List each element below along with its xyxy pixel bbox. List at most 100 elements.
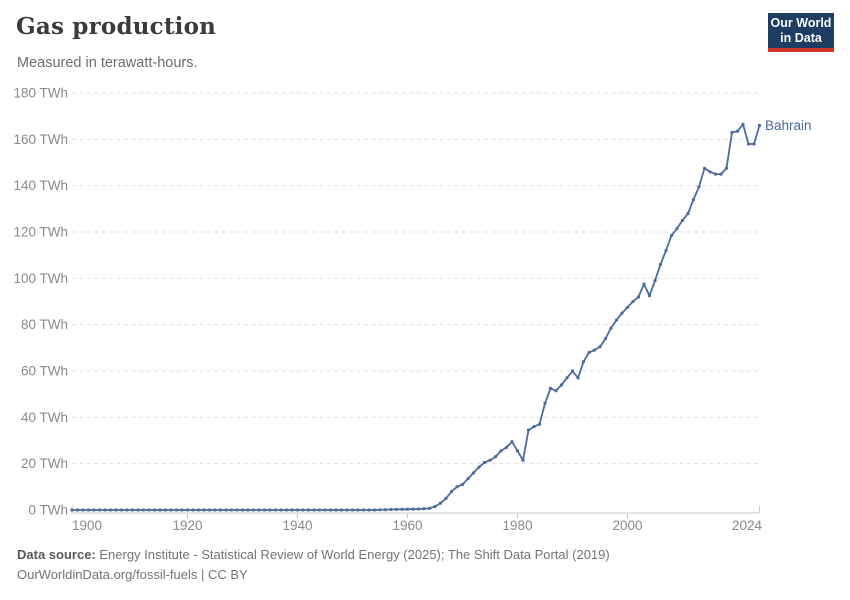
data-point-marker <box>147 508 151 512</box>
data-point-marker <box>301 508 305 512</box>
data-point-marker <box>680 218 685 222</box>
y-tick-label: 120 TWh <box>13 225 68 240</box>
data-point-marker <box>664 248 668 253</box>
owid-logo[interactable]: Our World in Data <box>768 13 834 52</box>
data-point-marker <box>114 508 118 512</box>
data-point-marker <box>466 477 470 481</box>
data-point-marker <box>719 172 723 176</box>
data-point-marker <box>488 458 492 462</box>
data-point-marker <box>383 508 388 512</box>
data-point-marker <box>180 508 184 512</box>
data-point-marker <box>202 508 206 512</box>
data-point-marker <box>251 508 256 512</box>
data-point-marker <box>554 389 558 393</box>
data-point-marker <box>460 482 465 487</box>
data-point-marker <box>196 508 201 512</box>
data-point-marker <box>295 508 300 512</box>
data-point-marker <box>317 508 322 512</box>
data-point-marker <box>284 508 289 512</box>
data-point-marker <box>339 508 344 512</box>
chart-footer: Data source: Energy Institute - Statisti… <box>17 545 610 585</box>
data-point-marker <box>328 508 333 512</box>
data-point-marker <box>306 508 311 512</box>
data-point-marker <box>279 508 283 512</box>
data-point-marker <box>620 311 624 315</box>
data-point-marker <box>218 508 223 512</box>
logo-line2: in Data <box>780 30 822 45</box>
data-point-marker <box>350 508 355 512</box>
data-point-marker <box>730 130 734 134</box>
data-point-marker <box>576 376 580 380</box>
x-tick-label: 1980 <box>502 518 532 533</box>
data-point-marker <box>653 279 657 283</box>
data-point-marker <box>543 401 547 405</box>
data-point-marker <box>125 508 129 512</box>
data-point-marker <box>191 508 195 512</box>
data-point-marker <box>746 142 751 146</box>
data-point-marker <box>400 507 404 511</box>
logo-line1: Our World <box>770 15 832 30</box>
data-point-marker <box>141 508 146 512</box>
y-tick-label: 40 TWh <box>21 410 68 425</box>
y-tick-label: 100 TWh <box>13 271 68 286</box>
data-point-marker <box>163 508 168 512</box>
data-point-marker <box>515 449 520 453</box>
data-point-marker <box>504 445 509 449</box>
y-tick-label: 160 TWh <box>13 132 68 147</box>
data-point-marker <box>658 262 663 266</box>
data-point-marker <box>361 508 366 512</box>
data-point-marker <box>86 508 91 512</box>
x-tick-label: 1900 <box>72 518 102 533</box>
x-tick-label: 1960 <box>392 518 422 533</box>
data-point-marker <box>422 507 426 511</box>
data-point-marker <box>669 233 674 238</box>
data-point-marker <box>224 508 228 512</box>
data-point-marker <box>378 508 382 512</box>
data-point-marker <box>312 508 316 512</box>
license-line: OurWorldinData.org/fossil-fuels | CC BY <box>17 567 248 582</box>
data-point-marker <box>229 508 234 512</box>
data-point-marker <box>108 508 113 512</box>
data-point-marker <box>136 508 140 512</box>
data-point-marker <box>235 508 239 512</box>
data-point-marker <box>598 345 602 349</box>
data-point-marker <box>345 508 349 512</box>
y-tick-label: 80 TWh <box>21 317 68 332</box>
data-point-marker <box>471 471 476 475</box>
data-point-marker <box>81 508 85 512</box>
data-point-marker <box>152 508 157 512</box>
data-point-marker <box>367 508 371 512</box>
x-tick-label: 2024 <box>732 518 763 533</box>
data-point-marker <box>565 376 569 380</box>
data-point-marker <box>334 508 338 512</box>
data-point-marker <box>581 360 586 364</box>
data-point-marker <box>97 508 102 512</box>
data-point-marker <box>75 508 80 512</box>
data-point-marker <box>389 507 393 512</box>
data-point-marker <box>444 496 448 500</box>
series-label: Bahrain <box>765 118 812 133</box>
data-point-marker <box>614 318 619 322</box>
data-line <box>71 123 761 511</box>
data-point-marker <box>625 305 630 309</box>
data-point-marker <box>323 508 327 512</box>
data-point-marker <box>158 508 162 512</box>
data-point-marker <box>548 386 553 390</box>
data-point-marker <box>521 458 525 462</box>
data-point-marker <box>130 508 135 512</box>
data-point-marker <box>185 508 190 512</box>
data-point-marker <box>510 440 514 444</box>
x-tick-label: 1940 <box>282 518 312 533</box>
data-point-marker <box>570 369 575 373</box>
data-point-marker <box>631 299 635 304</box>
data-point-marker <box>92 508 96 512</box>
data-point-marker <box>438 501 443 505</box>
data-point-marker <box>427 506 432 510</box>
data-point-marker <box>537 422 542 426</box>
data-source-label: Data source: <box>17 547 96 562</box>
data-point-marker <box>708 170 712 174</box>
data-point-marker <box>394 507 399 511</box>
data-point-marker <box>686 211 690 216</box>
